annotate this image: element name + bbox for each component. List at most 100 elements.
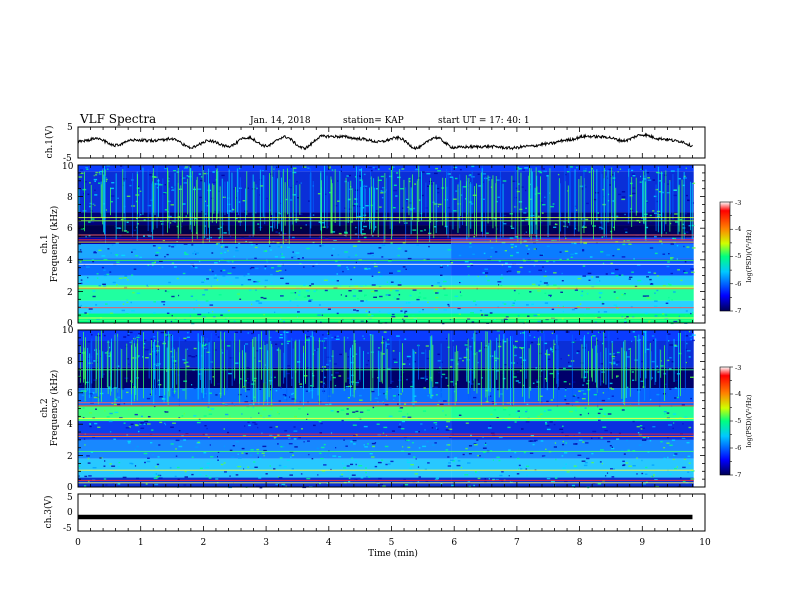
narrowband-line (78, 482, 694, 484)
spectrogram-speckle (672, 413, 677, 415)
spectrogram-speckle (210, 456, 214, 458)
spectrogram-speckle (217, 383, 220, 385)
ch3-ylabel: ch.3(V) (43, 496, 54, 529)
spectrogram-speckle (515, 411, 518, 413)
spectrogram-speckle (256, 187, 258, 190)
spectrogram-streak (597, 345, 599, 408)
spectrogram-speckle (340, 409, 345, 411)
spectrogram-speckle (494, 403, 497, 405)
spectrogram-speckle (557, 388, 560, 390)
spectrogram-speckle (449, 436, 452, 438)
spectrogram-streak (525, 331, 527, 379)
spectrogram-speckle (667, 456, 669, 459)
spectrogram-speckle (688, 426, 692, 429)
spectrogram-streak (268, 330, 270, 398)
spectrogram-speckle (347, 397, 350, 399)
spectrogram-speckle (598, 437, 600, 439)
spectrogram-speckle (623, 453, 626, 455)
spectrogram-speckle (345, 295, 348, 297)
spectrogram-streak (457, 184, 459, 233)
spectrogram-speckle (404, 312, 406, 314)
spectrogram-speckle (546, 477, 551, 480)
spectrogram-speckle (121, 388, 125, 390)
spectrogram-speckle (248, 424, 251, 427)
spectrogram-streak (102, 351, 104, 378)
spectrogram-speckle (654, 252, 658, 255)
spectrogram-speckle (133, 268, 137, 270)
spectrogram-speckle (224, 445, 225, 447)
spectrogram-speckle (559, 428, 564, 430)
spectrogram-streak (269, 173, 270, 244)
spectrogram-speckle (688, 462, 691, 464)
spectrogram-streak (159, 345, 160, 397)
spectrogram-speckle (171, 262, 175, 264)
spectrogram-speckle (378, 477, 382, 480)
spectrogram-streak (402, 343, 403, 393)
spectrogram-speckle (467, 265, 470, 268)
spectrogram-speckle (404, 315, 408, 318)
spectrogram-speckle (403, 478, 406, 481)
spectrogram-streak (603, 178, 605, 238)
spectrogram-speckle (602, 392, 605, 394)
spectrogram-speckle (661, 191, 664, 194)
spectrogram-speckle (124, 275, 128, 277)
spectrogram-streak (303, 352, 304, 408)
spectrogram-speckle (375, 167, 377, 170)
spectrogram-streak (456, 345, 457, 402)
spectrogram-speckle (518, 468, 520, 470)
spectrogram-speckle (434, 172, 438, 175)
spectrogram-speckle (608, 193, 610, 196)
spectrogram-speckle (146, 460, 151, 463)
spectrogram-speckle (132, 248, 137, 251)
spectrogram-speckle (561, 272, 563, 275)
spectrogram-speckle (338, 321, 341, 323)
spectrogram-speckle (611, 355, 616, 358)
spectrogram-speckle (543, 170, 548, 173)
spectrogram-speckle (318, 482, 321, 485)
spectrogram-streak (169, 333, 171, 397)
spectrogram-speckle (103, 274, 107, 277)
spectrogram-speckle (108, 420, 113, 423)
spectrogram-speckle (222, 275, 226, 277)
spectrogram-speckle (587, 412, 590, 415)
spectrogram-speckle (437, 292, 439, 294)
spectrogram-speckle (684, 232, 686, 235)
spectrogram-speckle (496, 179, 500, 181)
spectrogram-speckle (257, 452, 259, 454)
spectrogram-streak (83, 347, 85, 380)
spectrogram-speckle (564, 452, 568, 454)
spectrogram-speckle (210, 408, 215, 410)
spectrogram-speckle (146, 423, 151, 425)
spectrogram-speckle (254, 283, 259, 285)
spectrogram-speckle (400, 485, 404, 487)
spectrogram-speckle (484, 443, 487, 446)
spectrogram-speckle (478, 185, 481, 187)
spectrogram-speckle (323, 337, 328, 340)
spectrogram-streak (371, 186, 373, 235)
spectrogram-speckle (438, 371, 441, 374)
spectrogram-speckle (370, 252, 374, 254)
spectrogram-speckle (676, 466, 678, 468)
spectrogram-speckle (585, 442, 589, 444)
spectrogram-speckle (541, 212, 544, 214)
spectrogram-speckle (387, 368, 391, 370)
spectrogram-speckle (452, 198, 457, 200)
spectrogram-streak (224, 332, 225, 396)
spectrogram-speckle (379, 206, 382, 208)
spectrogram-speckle (154, 340, 156, 342)
spectrogram-speckle (551, 332, 554, 334)
spectrogram-speckle (104, 410, 106, 412)
spectrogram-streak (167, 167, 168, 233)
spectrogram-speckle (259, 185, 264, 187)
spectrogram-speckle (186, 336, 190, 338)
spectrogram-speckle (194, 250, 196, 252)
spectrogram-speckle (281, 483, 286, 486)
spectrogram-streak (556, 334, 558, 407)
spectrogram-speckle (338, 368, 341, 370)
spectrogram-speckle (552, 203, 555, 205)
spectrogram-speckle (571, 242, 574, 244)
spectrogram-speckle (646, 295, 650, 297)
spectrogram-speckle (135, 255, 139, 257)
spectrogram-speckle (161, 223, 164, 225)
spectrogram-speckle (289, 186, 294, 189)
